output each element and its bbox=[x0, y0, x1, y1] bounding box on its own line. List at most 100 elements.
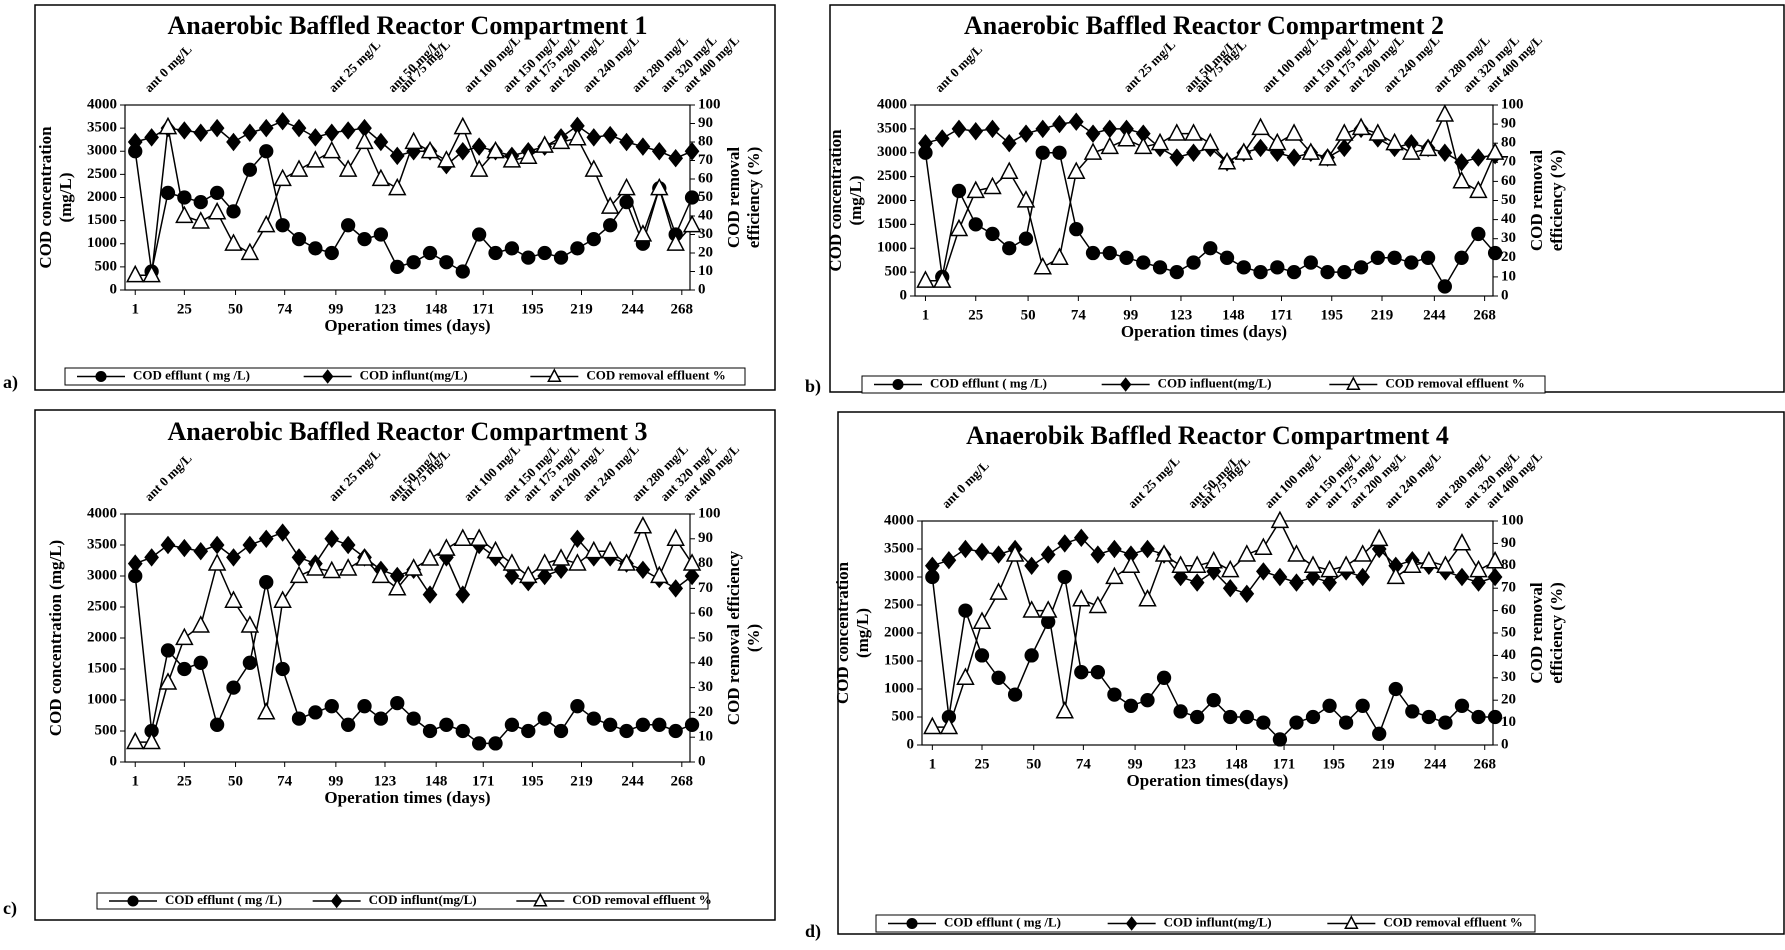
marker-circle bbox=[652, 717, 667, 732]
y2-tick-label: 60 bbox=[1501, 602, 1516, 618]
y2-tick-label: 50 bbox=[1501, 192, 1516, 208]
y2-tick-label: 50 bbox=[698, 629, 713, 645]
x-tick-label: 25 bbox=[974, 756, 989, 772]
marker-circle bbox=[1186, 255, 1201, 270]
chart-panel: a) Anaerobic Baffled Reactor Compartment … bbox=[3, 4, 776, 393]
panel-label: c) bbox=[3, 898, 17, 919]
marker-triangle bbox=[989, 582, 1008, 600]
y2-tick-label: 100 bbox=[698, 96, 721, 112]
legend-label: COD influent(mg/L) bbox=[1158, 375, 1272, 390]
marker-circle bbox=[968, 217, 983, 232]
marker-triangle bbox=[257, 701, 276, 720]
marker-triangle bbox=[1485, 550, 1505, 569]
marker-diamond bbox=[934, 129, 950, 148]
marker-triangle bbox=[158, 116, 178, 135]
marker-diamond bbox=[586, 128, 602, 147]
y-tick-label: 1000 bbox=[877, 240, 907, 256]
panel-label: b) bbox=[805, 376, 821, 397]
marker-circle bbox=[1223, 709, 1238, 725]
marker-circle bbox=[1405, 704, 1420, 719]
x-tick-label: 123 bbox=[1173, 756, 1196, 772]
marker-diamond bbox=[537, 566, 553, 586]
y-tick-label: 3000 bbox=[87, 567, 117, 583]
marker-triangle bbox=[158, 672, 178, 690]
panel-frame bbox=[34, 4, 776, 391]
y-tick-label: 1500 bbox=[877, 216, 907, 232]
y2-tick-label: 100 bbox=[1501, 512, 1524, 528]
marker-triangle bbox=[999, 161, 1019, 179]
marker-circle bbox=[209, 717, 225, 732]
marker-circle bbox=[193, 194, 208, 210]
marker-triangle bbox=[371, 565, 391, 584]
marker-circle bbox=[1322, 698, 1337, 713]
marker-circle bbox=[1035, 145, 1050, 160]
y2-tick-label: 90 bbox=[698, 115, 713, 131]
y2-tick-label: 10 bbox=[1501, 268, 1516, 284]
y-tick-label: 0 bbox=[110, 281, 118, 297]
x-tick-label: 99 bbox=[328, 301, 343, 317]
marker-triangle bbox=[1369, 528, 1389, 547]
marker-circle bbox=[1437, 279, 1452, 294]
x-tick-label: 268 bbox=[671, 301, 694, 317]
marker-triangle bbox=[1254, 537, 1273, 556]
marker-triangle bbox=[1184, 123, 1203, 141]
x-axis-label: Operation times (days) bbox=[1121, 322, 1287, 341]
x-tick-label: 244 bbox=[621, 773, 644, 789]
marker-diamond bbox=[1173, 567, 1188, 587]
marker-triangle bbox=[1418, 138, 1438, 157]
marker-triangle bbox=[1368, 123, 1388, 141]
marker-triangle bbox=[1121, 555, 1141, 573]
marker-circle bbox=[1173, 704, 1188, 719]
marker-diamond bbox=[291, 118, 307, 138]
marker-diamond bbox=[340, 535, 356, 555]
marker-triangle bbox=[1435, 104, 1455, 122]
y2-tick-label: 100 bbox=[698, 505, 721, 521]
marker-triangle bbox=[1469, 559, 1488, 578]
marker-triangle bbox=[682, 214, 702, 233]
legend-frame bbox=[875, 914, 1536, 933]
marker-triangle bbox=[257, 214, 276, 233]
marker-circle bbox=[439, 255, 454, 270]
marker-diamond bbox=[918, 133, 933, 153]
marker-diamond bbox=[1018, 124, 1034, 143]
y-tick-label: 1000 bbox=[87, 691, 117, 707]
marker-diamond bbox=[602, 125, 618, 145]
marker-circle bbox=[1454, 250, 1469, 265]
y-axis-label: COD concentration bbox=[36, 126, 55, 269]
marker-diamond bbox=[324, 529, 340, 549]
marker-circle bbox=[1239, 709, 1254, 725]
marker-diamond bbox=[160, 535, 176, 555]
marker-diamond bbox=[1471, 573, 1486, 592]
marker-circle bbox=[1387, 250, 1402, 265]
marker-triangle bbox=[1088, 595, 1108, 614]
y2-tick-label: 70 bbox=[698, 152, 713, 168]
marker-triangle bbox=[584, 540, 604, 559]
x-tick-label: 268 bbox=[1473, 307, 1496, 323]
marker-circle bbox=[1454, 698, 1470, 713]
annotation: ant 25 mg/L bbox=[1125, 453, 1183, 511]
annotation: ant 0 mg/L bbox=[932, 41, 986, 95]
x-axis-label: Operation times (days) bbox=[324, 316, 490, 335]
marker-diamond bbox=[1289, 573, 1304, 592]
marker-circle bbox=[1355, 698, 1370, 713]
marker-diamond bbox=[471, 137, 487, 156]
marker-circle bbox=[1107, 687, 1122, 702]
marker-circle bbox=[193, 655, 208, 670]
chart-panel: b) Anaerobic Baffled Reactor Compartment … bbox=[805, 4, 1785, 397]
marker-triangle bbox=[207, 201, 227, 220]
marker-triangle bbox=[191, 211, 210, 229]
marker-triangle bbox=[1237, 544, 1257, 562]
marker-triangle bbox=[949, 218, 969, 237]
marker-diamond bbox=[553, 560, 569, 580]
marker-triangle bbox=[1353, 544, 1372, 562]
marker-diamond bbox=[340, 121, 356, 140]
marker-triangle bbox=[1234, 142, 1254, 160]
x-tick-label: 50 bbox=[228, 301, 243, 317]
y-tick-label: 500 bbox=[885, 264, 908, 280]
marker-circle bbox=[1471, 709, 1486, 725]
marker-triangle bbox=[1055, 700, 1074, 719]
y2-axis-label: efficiency (%) bbox=[1547, 582, 1566, 683]
marker-triangle bbox=[1452, 170, 1471, 189]
marker-triangle bbox=[1022, 600, 1041, 618]
